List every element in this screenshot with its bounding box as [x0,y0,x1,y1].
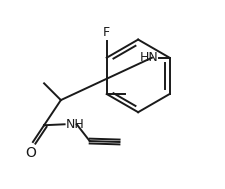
Text: F: F [103,26,110,39]
Text: HN: HN [139,51,158,64]
Text: NH: NH [65,118,84,131]
Text: O: O [25,146,36,160]
